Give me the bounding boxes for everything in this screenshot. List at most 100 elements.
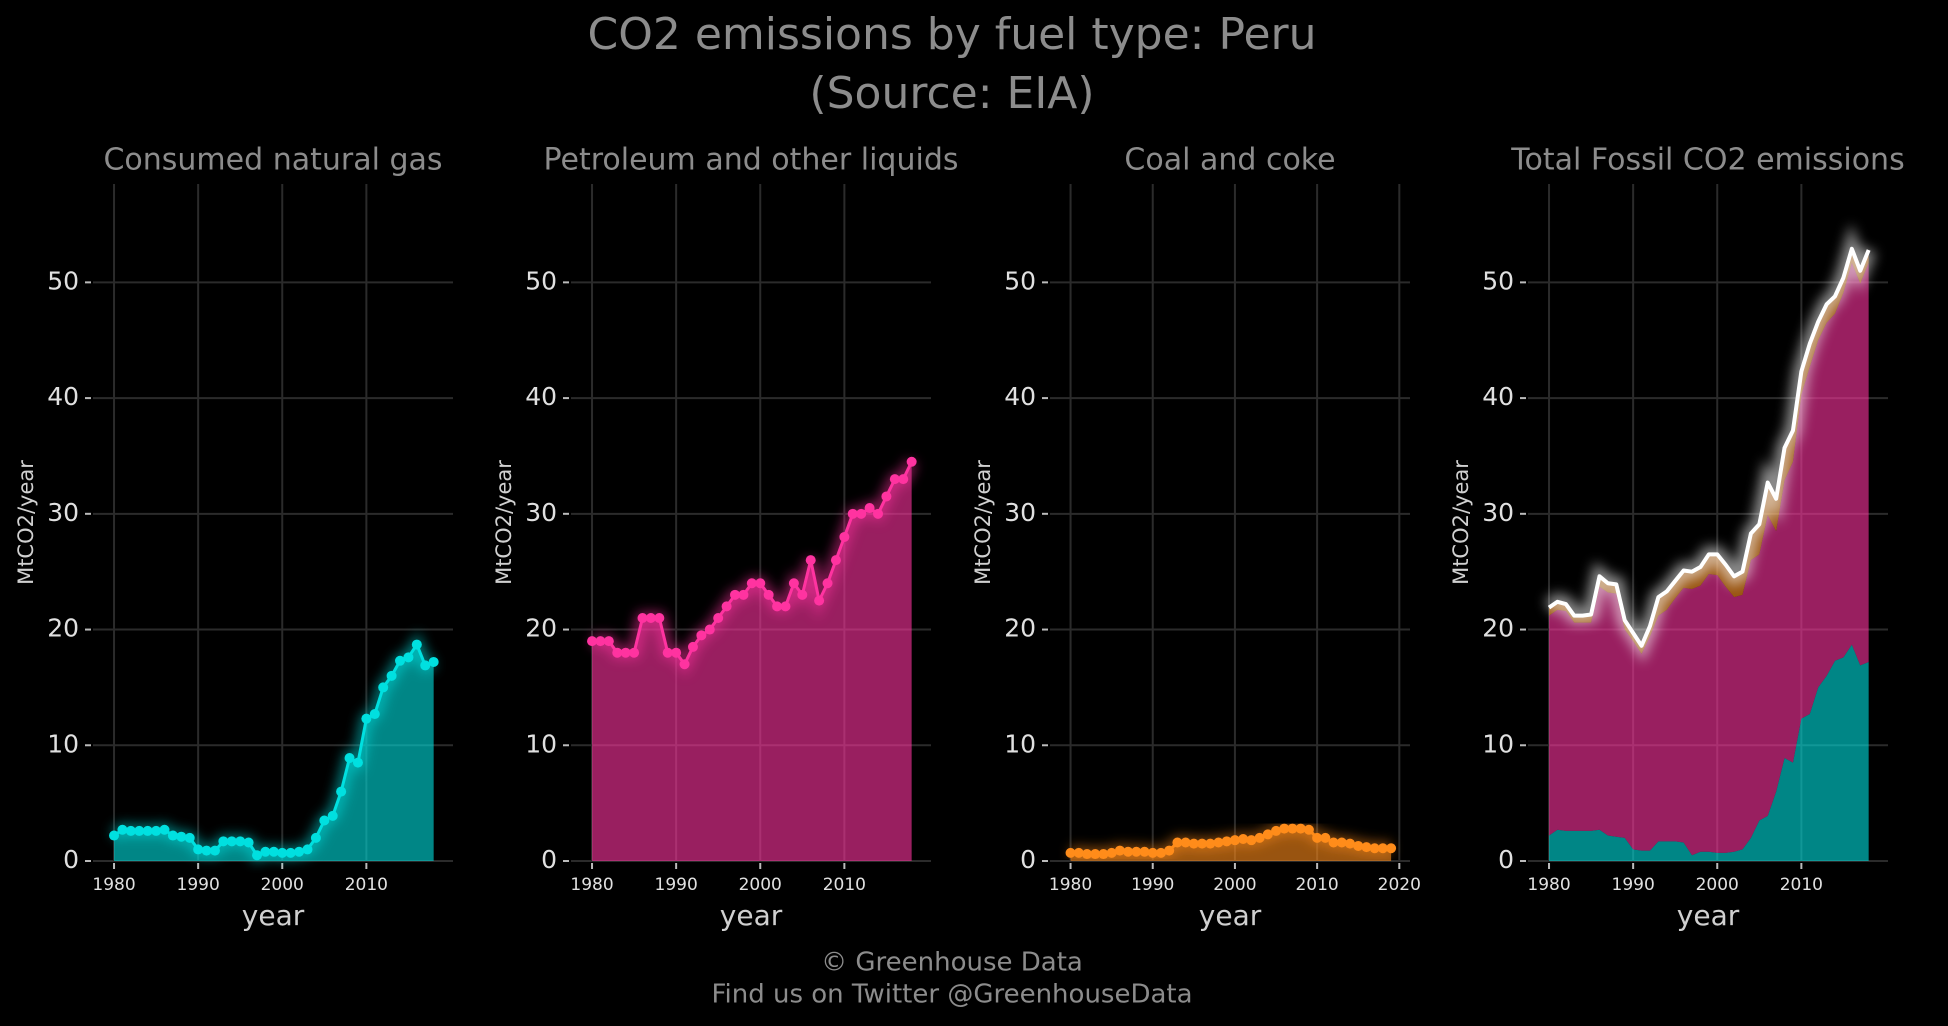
point xyxy=(218,836,229,847)
point xyxy=(713,612,724,623)
point xyxy=(856,508,867,519)
point xyxy=(428,656,439,667)
point xyxy=(1073,847,1084,858)
point xyxy=(822,578,833,589)
point xyxy=(906,456,917,467)
area xyxy=(592,461,912,861)
x-tick-label: 2010 xyxy=(1295,875,1338,895)
y-tick-label: 40 xyxy=(1482,382,1514,411)
point xyxy=(1106,847,1117,858)
figure-title: CO2 emissions by fuel type: Peru xyxy=(587,9,1316,60)
point xyxy=(209,845,220,856)
point xyxy=(184,832,195,843)
point xyxy=(755,578,766,589)
point xyxy=(587,636,598,647)
y-tick-label: 20 xyxy=(525,614,557,643)
point xyxy=(1164,845,1175,856)
point xyxy=(1369,843,1380,854)
point xyxy=(1303,824,1314,835)
y-tick-label: 30 xyxy=(525,498,557,527)
y-tick-label: 50 xyxy=(525,266,557,295)
panel: Petroleum and other liquids year MtCO2/yea… xyxy=(492,143,959,933)
point xyxy=(788,578,799,589)
panel-title: Petroleum and other liquids xyxy=(543,143,958,178)
point xyxy=(1114,845,1125,856)
y-tick-label: 40 xyxy=(525,382,557,411)
point xyxy=(159,824,170,835)
panel-title: Total Fossil CO2 emissions xyxy=(1510,143,1904,178)
y-tick-label: 10 xyxy=(525,729,557,758)
point xyxy=(671,647,682,658)
y-tick-label: 20 xyxy=(47,614,79,643)
point xyxy=(1172,837,1183,848)
point xyxy=(369,709,380,720)
y-tick-label: 50 xyxy=(1482,266,1514,295)
point xyxy=(797,589,808,600)
point xyxy=(327,810,338,821)
point xyxy=(738,589,749,600)
point xyxy=(612,647,623,658)
point xyxy=(746,578,757,589)
point xyxy=(1090,849,1101,860)
x-tick-label: 1990 xyxy=(177,875,220,895)
stacked-area xyxy=(1549,262,1869,856)
footer-twitter: Find us on Twitter @GreenhouseData xyxy=(711,980,1192,1010)
point xyxy=(1238,834,1249,845)
y-tick-label: 0 xyxy=(1020,845,1036,874)
point xyxy=(645,612,656,623)
point xyxy=(285,847,296,858)
point xyxy=(763,589,774,600)
y-axis-label: MtCO2/year xyxy=(14,460,38,585)
point xyxy=(603,636,614,647)
x-axis-label: year xyxy=(1199,899,1262,932)
point xyxy=(696,630,707,641)
point xyxy=(193,844,204,855)
point xyxy=(1386,843,1397,854)
point xyxy=(654,612,665,623)
point xyxy=(319,815,330,826)
x-tick-label: 1980 xyxy=(1527,875,1570,895)
point xyxy=(662,647,673,658)
point xyxy=(252,850,263,861)
x-axis-label: year xyxy=(720,899,783,932)
point xyxy=(595,636,606,647)
point xyxy=(386,670,397,681)
line xyxy=(1547,246,1871,648)
panel-title: Coal and coke xyxy=(1124,143,1335,178)
y-tick-label: 20 xyxy=(1004,614,1036,643)
x-tick-label: 2010 xyxy=(345,875,388,895)
y-tick-label: 50 xyxy=(47,266,79,295)
point xyxy=(1123,846,1134,857)
point xyxy=(1287,823,1298,834)
y-tick-label: 40 xyxy=(1004,382,1036,411)
point xyxy=(881,491,892,502)
point xyxy=(1188,838,1199,849)
y-axis-label: MtCO2/year xyxy=(1449,460,1473,585)
point xyxy=(420,660,431,671)
x-tick-label: 2000 xyxy=(1213,875,1256,895)
point xyxy=(679,659,690,670)
point xyxy=(704,624,715,635)
point xyxy=(620,647,631,658)
point xyxy=(1262,829,1273,840)
stacked-area xyxy=(1549,644,1869,861)
y-tick-label: 30 xyxy=(1482,498,1514,527)
point xyxy=(864,503,875,514)
point xyxy=(310,832,321,843)
point xyxy=(805,555,816,566)
x-tick-label: 2000 xyxy=(739,875,782,895)
point xyxy=(1336,837,1347,848)
y-tick-label: 10 xyxy=(1482,729,1514,758)
x-axis-label: year xyxy=(1677,899,1740,932)
point xyxy=(772,601,783,612)
area xyxy=(114,644,434,861)
point xyxy=(151,825,162,836)
x-tick-label: 1990 xyxy=(655,875,698,895)
point xyxy=(336,786,347,797)
point xyxy=(1271,825,1282,836)
point xyxy=(395,655,406,666)
y-tick-label: 30 xyxy=(47,498,79,527)
point xyxy=(1213,837,1224,848)
point xyxy=(1155,847,1166,858)
y-tick-label: 30 xyxy=(1004,498,1036,527)
